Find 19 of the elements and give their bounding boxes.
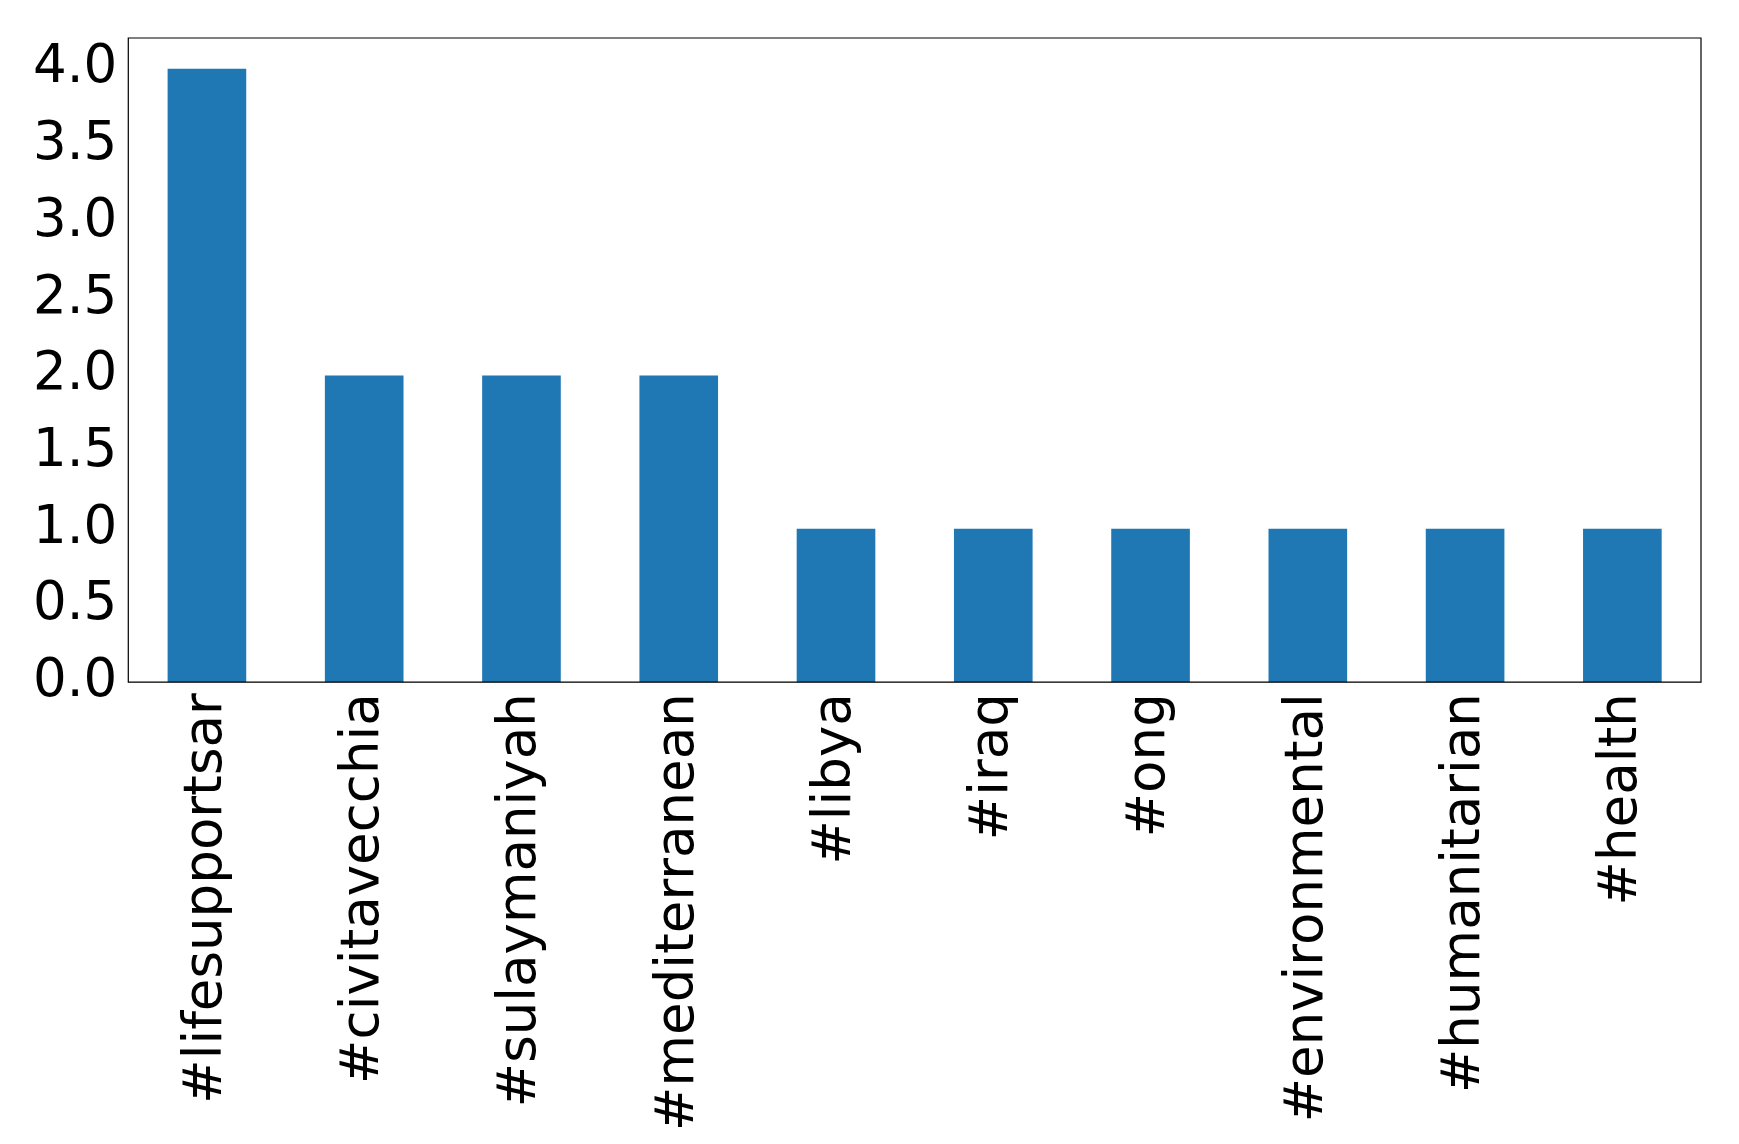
x-tick-label: #iraq — [958, 693, 1020, 841]
x-tick-label: #humanitarian — [1429, 693, 1491, 1094]
y-tick-label: 2.0 — [32, 340, 118, 402]
y-tick-label: 3.0 — [32, 186, 118, 248]
x-tick-label: #health — [1587, 693, 1649, 906]
y-tick-label: 1.0 — [32, 493, 118, 555]
y-tick-label: 0.0 — [32, 646, 118, 708]
y-tick-label: 4.0 — [32, 33, 118, 95]
x-tick-label: #ong — [1115, 693, 1177, 838]
x-tick-label: #environmental — [1272, 693, 1334, 1123]
x-tick-label: #sulaymaniyah — [486, 693, 548, 1108]
x-tick-label: #libya — [800, 693, 862, 865]
x-tick-label: #mediterranean — [643, 693, 705, 1131]
y-tick-label: 3.5 — [32, 110, 118, 172]
x-tick-label: #civitavecchia — [328, 693, 390, 1084]
x-tick-label: #lifesupportsar — [171, 693, 233, 1104]
y-tick-label: 1.5 — [32, 416, 118, 478]
y-tick-label: 2.5 — [32, 263, 118, 325]
y-tick-label: 0.5 — [32, 570, 118, 632]
